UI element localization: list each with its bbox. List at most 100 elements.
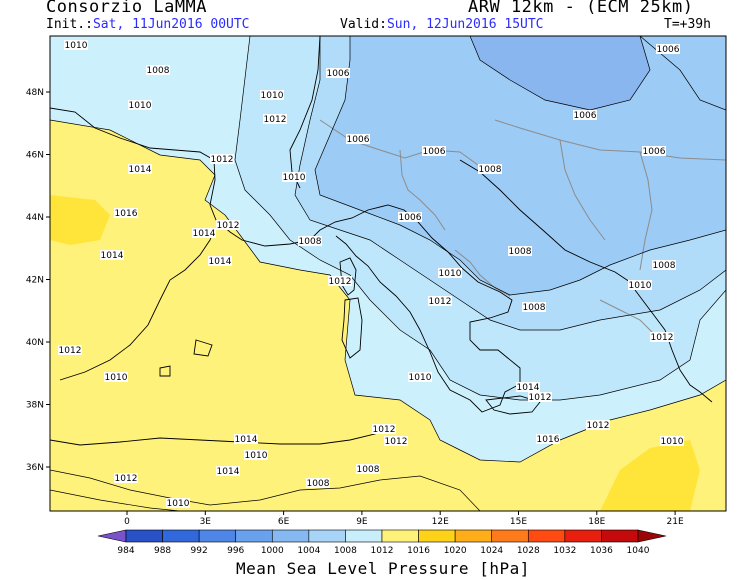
isobar-label: 1006: [657, 45, 680, 55]
init-label: Init.:: [46, 17, 93, 32]
isobar-label: 1012: [329, 277, 352, 287]
colorbar-tick-label: 1004: [297, 546, 320, 556]
isobar-label: 1010: [439, 269, 462, 279]
isobar-label: 1006: [399, 213, 422, 223]
pressure-band-1014: [50, 120, 726, 511]
isobar-label: 1006: [423, 147, 446, 157]
map-field: 1010 1008 1006 1006 1010 1010 1012 1006 1012 1006…: [50, 36, 726, 511]
isobar-label-bg: [282, 172, 306, 182]
longitude-axis: 0 3E 6E 9E 12E 15E 18E 21E: [124, 511, 684, 527]
map-frame: [49, 35, 727, 512]
isobar-label-bg: [192, 228, 216, 238]
lon-tick-label: 3E: [200, 517, 212, 527]
isobar-label-bg: [166, 498, 190, 508]
colorbar-tick-label: 1008: [334, 546, 357, 556]
isobar-label-bg: [642, 146, 666, 156]
colorbar-tick-label: 1024: [480, 546, 503, 556]
isobar-label: 1010: [105, 373, 128, 383]
isobar-label-bg: [438, 268, 462, 278]
lat-tick-label: 38N: [26, 401, 44, 411]
colorbar-segment: [527, 529, 566, 543]
colorbar-segment: [418, 529, 456, 543]
colorbar-tick-label: 1040: [627, 546, 650, 556]
colorbar-segment: [198, 529, 237, 543]
colorbar-segment: [162, 529, 200, 543]
lon-tick-label: 0: [124, 517, 130, 527]
isobar-label-bg: [306, 478, 330, 488]
colorbar-segment: [345, 529, 383, 543]
colorbar-segment: [491, 529, 529, 543]
isobar-label-bg: [104, 372, 128, 382]
isobar-label: 1014: [517, 383, 540, 393]
isobar-label: 1010: [245, 451, 268, 461]
colorbar-tick-label: 1020: [444, 546, 467, 556]
isobar-label-bg: [660, 436, 684, 446]
isobar-label: 1006: [574, 111, 597, 121]
isobar-label-bg: [628, 280, 652, 290]
isobar-label: 1016: [115, 209, 138, 219]
colorbar-segment: [564, 529, 602, 543]
isobar-label-bg: [650, 332, 674, 342]
colorbar-tick-label: 1028: [517, 546, 540, 556]
isobar-label-bg: [114, 473, 138, 483]
colorbar-segment: [125, 529, 163, 543]
isobar-label-bg: [58, 345, 82, 355]
lon-tick-label: 9E: [356, 517, 368, 527]
lon-tick-label: 18E: [588, 517, 605, 527]
colorbar-tick-label: 1032: [553, 546, 576, 556]
isobar-label: 1012: [115, 474, 138, 484]
isobar-label: 1010: [283, 173, 306, 183]
init-value: Sat, 11Jun2016 00UTC: [92, 17, 250, 32]
colorbar-segment: [454, 529, 493, 543]
isobar-label: 1006: [643, 147, 666, 157]
isobar-label-bg: [656, 44, 680, 54]
valid-time: Valid:Sun, 12Jun2016 15UTC: [340, 17, 544, 32]
isobar-label: 1014: [193, 229, 216, 239]
colorbar-tick-label: 1012: [371, 546, 394, 556]
isobar-label-bg: [398, 212, 422, 222]
isobar-label-bg: [508, 246, 532, 256]
isobar-label-bg: [298, 236, 322, 246]
isobar-label-bg: [522, 302, 546, 312]
isobar-label: 1006: [327, 69, 350, 79]
isobar-label: 1010: [129, 101, 152, 111]
lat-tick-label: 40N: [26, 338, 44, 348]
isobar-label: 1016: [537, 435, 560, 445]
isobar-label: 1014: [217, 467, 240, 477]
isobar-label: 1012: [529, 393, 552, 403]
isobar-label-bg: [146, 65, 170, 75]
lon-tick-label: 6E: [278, 517, 290, 527]
isobar-label-bg: [428, 296, 452, 306]
init-time: Init.:Sat, 11Jun2016 00UTC: [46, 17, 250, 32]
isobar-label-bg: [100, 250, 124, 260]
valid-value: Sun, 12Jun2016 15UTC: [386, 17, 544, 32]
isobar-label-bg: [263, 114, 287, 124]
isobar-label-bg: [210, 154, 234, 164]
isobar-label-bg: [260, 90, 284, 100]
isobar-label-bg: [586, 420, 610, 430]
isobar-label: 1008: [357, 465, 380, 475]
isobar-label: 1010: [65, 41, 88, 51]
isobar-label: 1008: [479, 165, 502, 175]
isobar-label: 1006: [347, 135, 370, 145]
lon-tick-label: 21E: [667, 517, 684, 527]
pressure-band-1016: [600, 440, 700, 511]
colorbar-segment: [381, 529, 419, 543]
isobar-label-bg: [408, 372, 432, 382]
isobar-label: 1010: [167, 499, 190, 509]
isobar-label-bg: [328, 276, 352, 286]
lat-tick-label: 46N: [26, 151, 44, 161]
isobar-label-bg: [326, 68, 350, 78]
lat-tick-label: 36N: [26, 463, 44, 473]
colorbar-tick-label: 988: [154, 546, 171, 556]
isobar-label-bg: [422, 146, 446, 156]
colorbar-segment: [308, 529, 346, 543]
isobar-label-bg: [346, 134, 370, 144]
isobar-label: 1014: [235, 435, 258, 445]
model-org-title: Consorzio LaMMA: [46, 0, 208, 17]
isobar-label: 1008: [307, 479, 330, 489]
colorbar-segment: [235, 529, 273, 543]
isobar-label: 1008: [523, 303, 546, 313]
isobar-label-bg: [384, 436, 408, 446]
